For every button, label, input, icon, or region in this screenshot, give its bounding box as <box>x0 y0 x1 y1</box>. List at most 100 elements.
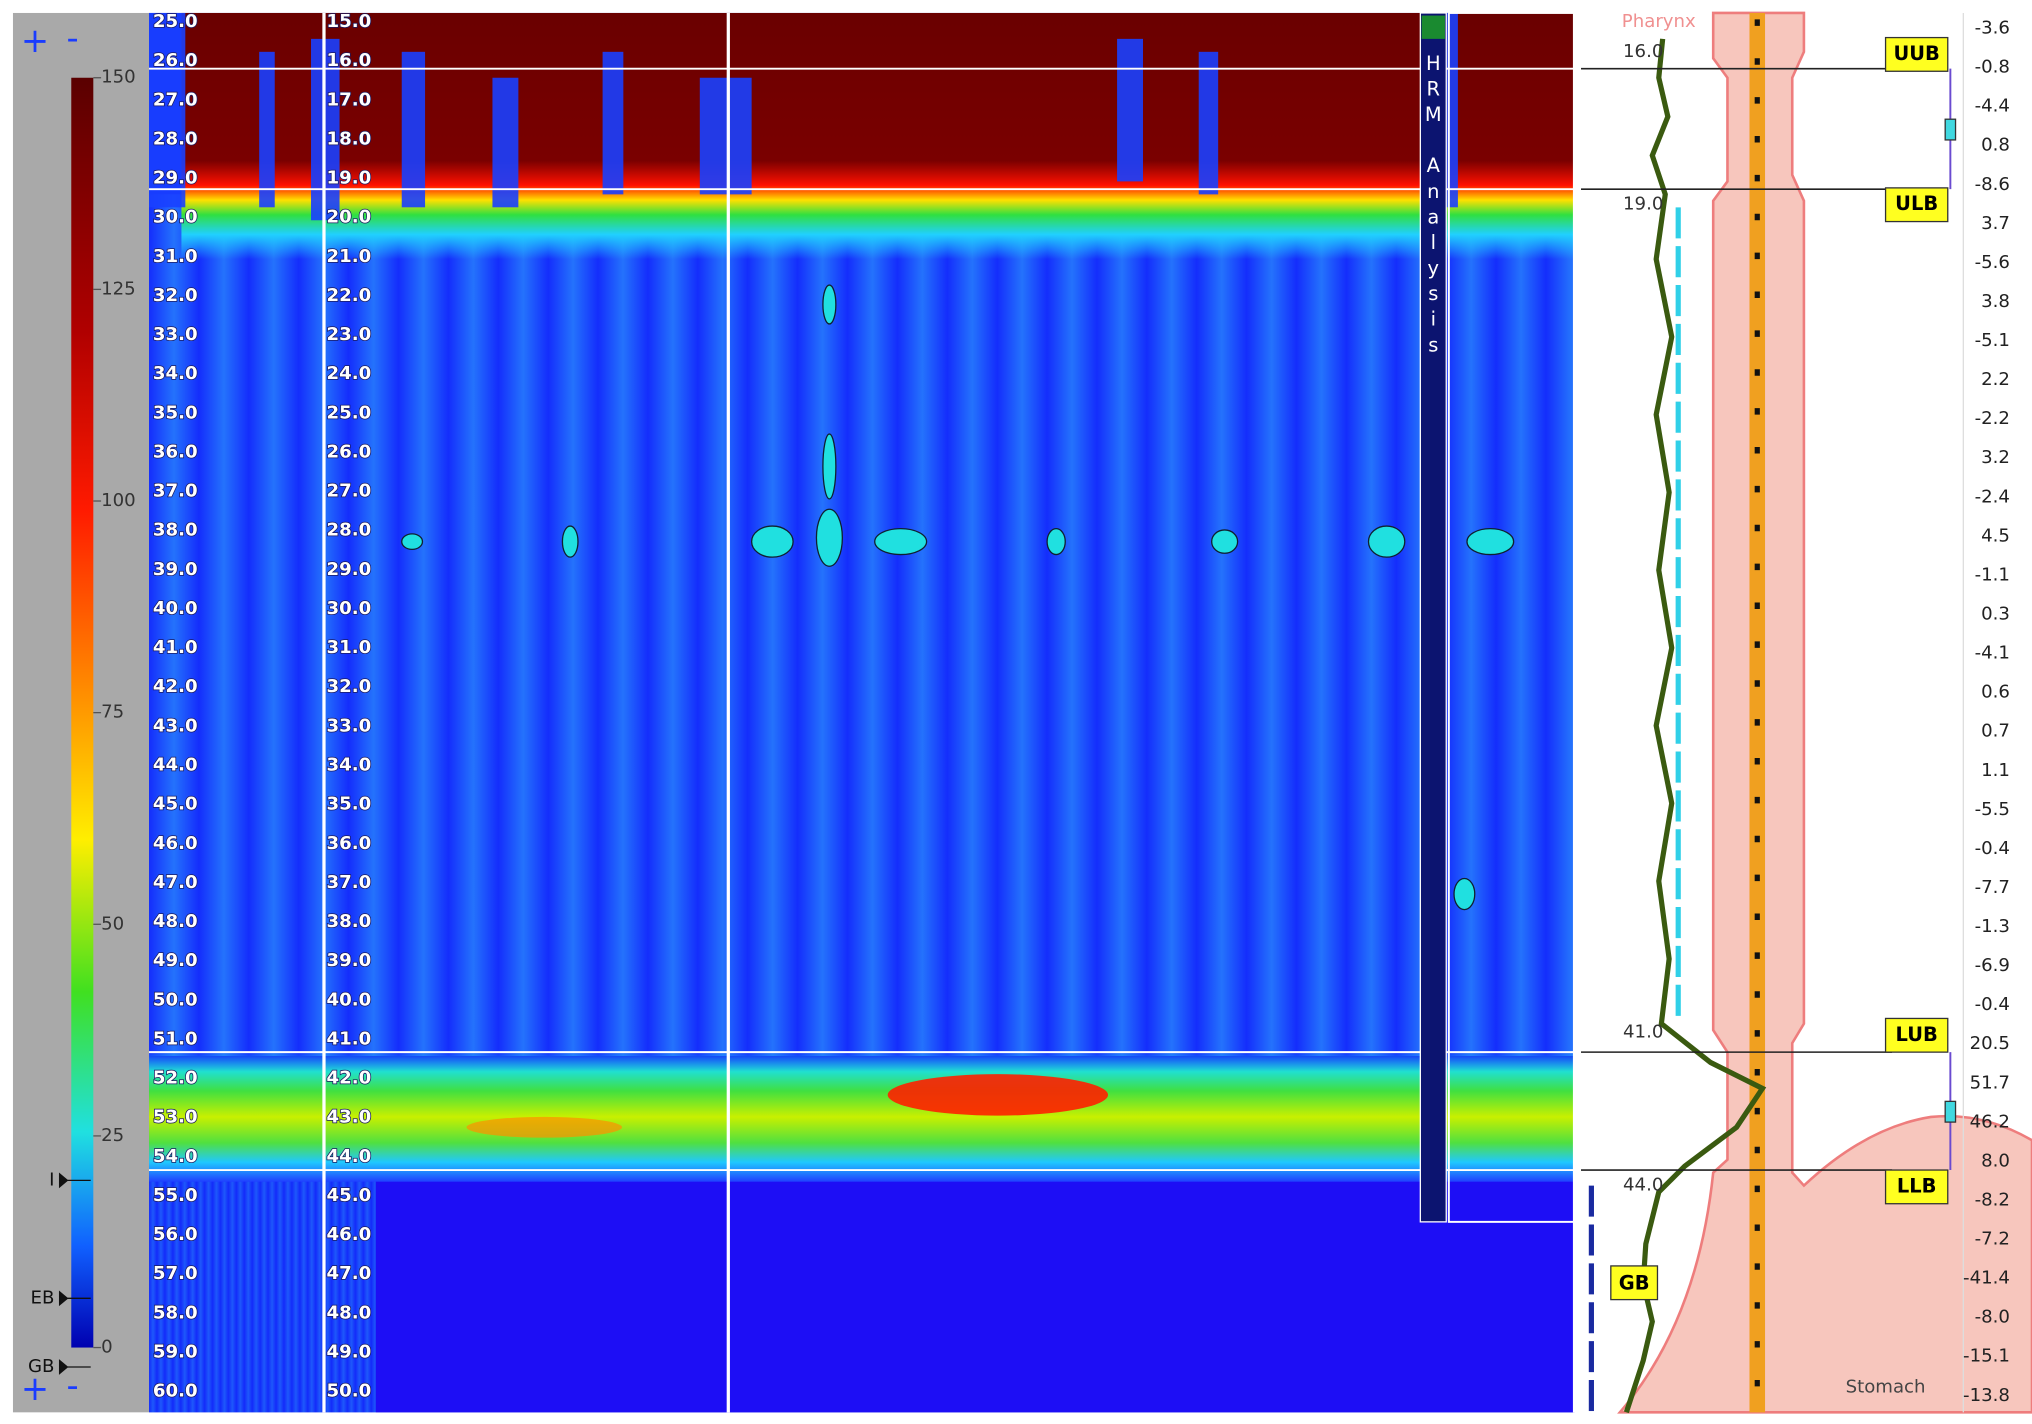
depth-label: 36.0 <box>153 441 198 462</box>
landmark-tag[interactable] <box>1884 187 1949 223</box>
pressure-reading: 3.8 <box>1981 291 2010 312</box>
landmark-position: 19.0 <box>1623 194 1663 215</box>
marker-pointer[interactable] <box>58 1290 91 1307</box>
depth-label: 40.0 <box>153 598 198 619</box>
landmark-label: ULB <box>1895 192 1938 215</box>
depth-label: 42.0 <box>327 1068 372 1089</box>
zoom-out[interactable]: - <box>66 1366 78 1405</box>
pressure-reading: -3.6 <box>1975 18 2010 39</box>
landmark-position: 16.0 <box>1623 41 1663 62</box>
depth-label: 29.0 <box>153 168 198 189</box>
depth-label: 22.0 <box>327 285 372 306</box>
depth-label: 53.0 <box>153 1107 198 1128</box>
pressure-reading: -41.4 <box>1963 1268 2010 1289</box>
analysis-bar[interactable] <box>1419 12 1447 1223</box>
depth-label: 39.0 <box>327 950 372 971</box>
landmark-tag[interactable] <box>1884 1169 1949 1205</box>
pressure-reading: -4.1 <box>1975 643 2010 664</box>
depth-label: 35.0 <box>327 794 372 815</box>
landmark-tag[interactable] <box>1884 1017 1949 1053</box>
pressure-reading: -13.8 <box>1963 1385 2010 1406</box>
depth-label: 52.0 <box>153 1068 198 1089</box>
pressure-reading: -4.4 <box>1975 96 2010 117</box>
depth-label: 24.0 <box>327 363 372 384</box>
depth-label: 25.0 <box>153 11 198 32</box>
pressure-reading: -5.6 <box>1975 252 2010 273</box>
depth-label: 31.0 <box>153 246 198 267</box>
color-bar <box>71 77 94 1348</box>
ues-gaps <box>149 12 1458 221</box>
scale-label: 100 <box>101 490 136 511</box>
depth-label: 18.0 <box>327 128 372 149</box>
depth-label: 20.0 <box>327 207 372 228</box>
pressure-reading: -5.1 <box>1975 330 2010 351</box>
pressure-reading: -6.9 <box>1975 955 2010 976</box>
pressure-reading: 0.3 <box>1981 603 2010 624</box>
zoom-out[interactable]: - <box>66 19 78 58</box>
pressure-reading: 0.8 <box>1981 135 2010 156</box>
pressure-reading: 46.2 <box>1970 1111 2010 1132</box>
depth-label: 38.0 <box>327 911 372 932</box>
depth-label: 28.0 <box>327 520 372 541</box>
depth-label: 56.0 <box>153 1224 198 1245</box>
depth-label: 43.0 <box>153 715 198 736</box>
bracket-handle[interactable] <box>1944 118 1957 141</box>
depth-label: 31.0 <box>327 637 372 658</box>
depth-label: 42.0 <box>153 676 198 697</box>
pressure-reading: -8.6 <box>1975 174 2010 195</box>
les-peak <box>887 1074 1109 1116</box>
landmark-tag[interactable] <box>1884 36 1949 72</box>
analysis-title: HRM Analysis <box>1422 52 1445 359</box>
les-pressure <box>149 1052 1575 1182</box>
heatmap-stomach <box>375 1179 1575 1413</box>
stomach-label: Stomach <box>1846 1377 1926 1398</box>
depth-label: 26.0 <box>153 50 198 71</box>
pressure-reading: -8.2 <box>1975 1189 2010 1210</box>
marker-pointer[interactable] <box>58 1172 91 1189</box>
depth-label: 27.0 <box>327 481 372 502</box>
pressure-reading: -1.3 <box>1975 916 2010 937</box>
pressure-reading: 3.2 <box>1981 447 2010 468</box>
zoom-in[interactable]: + <box>21 21 49 60</box>
marker-pointer[interactable] <box>58 1359 91 1375</box>
scale-label: 150 <box>101 67 136 88</box>
depth-label: 32.0 <box>153 285 198 306</box>
depth-label: 45.0 <box>327 1185 372 1206</box>
pressure-reading: 0.6 <box>1981 682 2010 703</box>
depth-label: 58.0 <box>153 1302 198 1323</box>
ues-pressure <box>181 12 1575 260</box>
depth-label: 44.0 <box>327 1146 372 1167</box>
depth-label: 23.0 <box>327 324 372 345</box>
depth-label: 60.0 <box>153 1381 198 1402</box>
pressure-reading: -7.2 <box>1975 1229 2010 1250</box>
depth-label: 33.0 <box>153 324 198 345</box>
marker-label: EB <box>31 1287 55 1308</box>
heatmap-texture <box>149 1170 376 1413</box>
scale-label: 0 <box>101 1337 113 1358</box>
pressure-reading: -7.7 <box>1975 877 2010 898</box>
marker-label: GB <box>28 1356 54 1377</box>
pressure-blobs <box>401 284 1515 911</box>
pressure-reading: -2.4 <box>1975 486 2010 507</box>
pressure-reading: 0.7 <box>1981 721 2010 742</box>
depth-label: 50.0 <box>327 1381 372 1402</box>
landmark-label: LLB <box>1897 1174 1937 1197</box>
depth-label: 47.0 <box>327 1263 372 1284</box>
depth-label: 43.0 <box>327 1107 372 1128</box>
zoom-in[interactable]: + <box>21 1369 49 1408</box>
depth-label: 27.0 <box>153 89 198 110</box>
pressure-reading: 20.5 <box>1970 1033 2010 1054</box>
depth-label: 48.0 <box>153 911 198 932</box>
depth-label: 36.0 <box>327 833 372 854</box>
depth-label: 35.0 <box>153 402 198 423</box>
pressure-profile <box>1623 38 1767 1414</box>
depth-label: 41.0 <box>153 637 198 658</box>
depth-label: 54.0 <box>153 1146 198 1167</box>
gb-tag[interactable] <box>1610 1265 1659 1301</box>
depth-label: 30.0 <box>327 598 372 619</box>
scale-label: 50 <box>101 913 124 934</box>
depth-label: 50.0 <box>153 989 198 1010</box>
landmark-label: LUB <box>1896 1023 1938 1046</box>
bracket-handle[interactable] <box>1944 1100 1957 1123</box>
